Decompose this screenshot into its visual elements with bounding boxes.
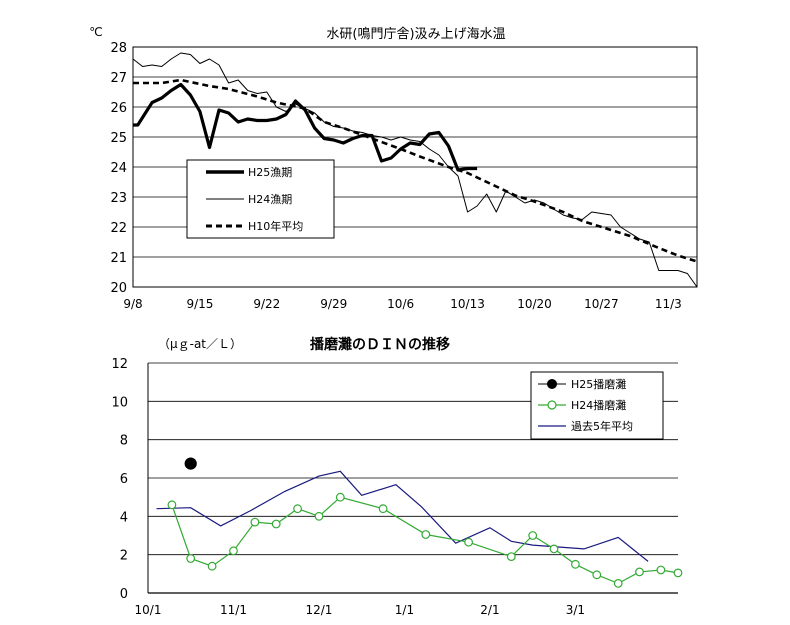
chart2-point-H24播磨灘: [613, 579, 623, 588]
chart2-point-H25播磨灘: [184, 457, 197, 470]
chart2-point-H24播磨灘: [271, 519, 281, 529]
chart1-series-line-H25漁期: [133, 82, 478, 172]
legend-5yr-avg-label: 過去5年平均: [571, 419, 633, 433]
chart1-y-tick-label: 22: [110, 221, 127, 236]
chart2-point-H24播磨灘: [250, 517, 260, 527]
chart2-y-ticks: 0 2 4 6 8 10 12: [111, 357, 128, 602]
chart1-legend: H25漁期 H24漁期 H10年平均: [186, 159, 335, 239]
chart1-x-tick-label: 9/29: [320, 297, 347, 311]
legend-h24-harima-label: H24播磨灘: [571, 398, 626, 412]
chart2-point-H24播磨灘: [549, 544, 559, 554]
chart2-point-H24播磨灘: [229, 546, 238, 556]
chart1-x-tick-label: 10/20: [517, 297, 552, 311]
chart2-point-H24播磨灘: [592, 570, 602, 580]
chart1-y-tick-label: 21: [110, 251, 127, 266]
chart1-y-unit: ℃: [89, 25, 102, 39]
chart1-y-tick-label: 20: [110, 281, 127, 296]
chart1-x-tick-label: 9/15: [186, 297, 213, 311]
chart2-point-H24播磨灘: [571, 559, 580, 569]
chart2-point-H24播磨灘: [656, 565, 666, 575]
chart2-y-tick-label: 8: [120, 434, 128, 449]
chart2-point-H24播磨灘: [528, 531, 538, 540]
chart2-series: [156, 457, 683, 588]
chart1-x-tick-label: 10/13: [450, 297, 485, 311]
legend-h10-label: H10年平均: [248, 219, 303, 233]
legend-h24-harima-swatch-marker: [547, 400, 557, 410]
chart1-y-tick-label: 28: [110, 41, 127, 56]
chart1-series-line-H10年平均: [133, 78, 698, 263]
chart2-y-tick-label: 0: [120, 587, 128, 602]
chart2-y-unit: （μｇ-at／Ｌ）: [158, 337, 242, 351]
chart1-x-tick-label: 10/27: [584, 297, 619, 311]
water-temperature-chart: 水研(鳴門庁舎)汲み上げ海水温 ℃ 20 21 22 23 24 25 26 27 28 9/8…: [89, 25, 698, 311]
chart2-y-tick-label: 10: [111, 395, 128, 410]
chart2-x-tick-label: 1/1: [395, 603, 414, 617]
chart1-y-tick-label: 27: [110, 71, 127, 86]
chart1-x-tick-label: 10/6: [387, 297, 414, 311]
chart1-y-ticks: 20 21 22 23 24 25 26 27 28: [110, 41, 127, 296]
chart2-point-H24播磨灘: [421, 530, 431, 539]
chart1-series-line-H24漁期: [132, 52, 698, 288]
chart2-x-tick-label: 3/1: [566, 603, 585, 617]
chart1-x-tick-label: 11/3: [655, 297, 682, 311]
chart2-point-H24播磨灘: [335, 492, 345, 502]
chart2-y-tick-label: 2: [120, 549, 128, 564]
chart2-y-tick-label: 12: [111, 357, 128, 372]
chart2-legend: H25播磨灘 H24播磨灘 過去5年平均: [530, 371, 664, 440]
chart2-point-H24播磨灘: [378, 504, 388, 514]
chart2-point-H24播磨灘: [167, 500, 177, 510]
chart2-x-tick-label: 11/1: [220, 603, 247, 617]
chart2-x-tick-label: 12/1: [305, 603, 332, 617]
legend-h25-harima-label: H25播磨灘: [571, 377, 626, 391]
legend-h24-label: H24漁期: [248, 192, 292, 206]
chart2-x-ticks: 10/1 11/1 12/1 1/1 2/1 3/1: [135, 603, 586, 617]
chart2-series-line-過去5年平均: [156, 470, 649, 562]
chart2-x-tick-label: 2/1: [480, 603, 499, 617]
chart1-y-tick-label: 25: [110, 131, 127, 146]
chart1-title: 水研(鳴門庁舎)汲み上げ海水温: [326, 27, 505, 42]
chart1-x-tick-label: 9/8: [123, 297, 142, 311]
chart1-y-tick-label: 24: [110, 161, 127, 176]
chart2-title: 播磨灘のＤＩＮの推移: [310, 336, 450, 353]
chart1-y-tick-label: 23: [110, 191, 127, 206]
chart2-gridlines: [147, 362, 678, 594]
chart2-point-H24播磨灘: [314, 511, 324, 521]
legend-h25-label: H25漁期: [248, 165, 292, 179]
chart2-point-H24播磨灘: [207, 561, 217, 571]
chart2-point-H24播磨灘: [293, 504, 303, 514]
chart2-point-H24播磨灘: [635, 567, 644, 577]
chart1-series: [132, 52, 698, 288]
chart1-y-tick-label: 26: [110, 101, 127, 116]
chart2-point-H24播磨灘: [464, 537, 474, 547]
chart2-point-H24播磨灘: [186, 554, 196, 563]
chart1-x-tick-label: 9/22: [253, 297, 280, 311]
chart2-point-H24播磨灘: [673, 568, 683, 578]
chart2-x-tick-label: 10/1: [135, 603, 162, 617]
chart2-y-tick-label: 4: [120, 510, 128, 525]
legend-h25-harima-swatch-marker: [547, 379, 557, 389]
chart2-y-tick-label: 6: [120, 472, 128, 487]
chart2-point-H24播磨灘: [506, 552, 516, 561]
chart1-x-ticks: 9/8 9/15 9/22 9/29 10/6 10/13 10/20 10/27 11/3: [123, 297, 681, 311]
